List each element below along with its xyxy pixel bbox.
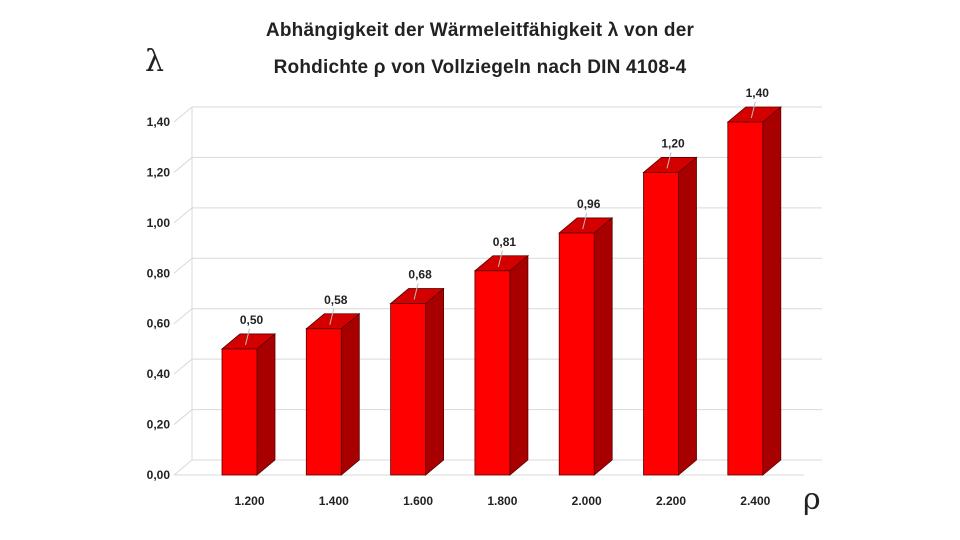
bar — [643, 172, 679, 476]
gridline-depth — [173, 257, 193, 274]
gridline-depth — [173, 207, 193, 224]
data-label: 0,81 — [493, 235, 517, 249]
y-tick-label: 0,40 — [147, 367, 171, 381]
gridline-depth — [173, 106, 193, 123]
bar-side — [509, 254, 529, 476]
bar — [558, 232, 595, 476]
data-label-leader — [666, 152, 672, 169]
bar — [221, 348, 258, 476]
data-label: 0,68 — [408, 268, 432, 282]
data-label-leader — [329, 308, 335, 325]
bar-side — [340, 312, 360, 476]
gridline-depth — [173, 409, 193, 425]
gridline-depth — [173, 157, 193, 173]
data-label: 0,96 — [577, 197, 601, 211]
x-tick-label: 1.600 — [403, 494, 433, 508]
x-axis-label: ρ — [803, 482, 821, 517]
y-tick-label: 0,80 — [147, 266, 171, 280]
bar-side — [678, 156, 697, 476]
data-label: 1,20 — [661, 136, 685, 150]
data-label-leader — [750, 101, 756, 119]
bar-side — [256, 333, 276, 476]
x-tick-label: 1.800 — [487, 494, 517, 508]
data-label: 0,58 — [324, 293, 348, 307]
y-tick-label: 1,20 — [147, 165, 171, 179]
gridline-depth — [173, 308, 193, 325]
chart-title-line-2: Rohdichte ρ von Vollziegeln nach DIN 410… — [273, 57, 687, 78]
data-label: 0,50 — [240, 313, 264, 327]
chart-title-line-1: Abhängigkeit der Wärmeleitfähigkeit λ vo… — [265, 20, 695, 41]
bar — [390, 303, 427, 476]
bar — [727, 121, 764, 476]
bar — [305, 328, 342, 476]
x-tick-label: 1.400 — [319, 494, 349, 508]
x-tick-label: 2.400 — [740, 494, 770, 508]
y-tick-label: 0,00 — [147, 468, 171, 482]
x-tick-label: 2.200 — [656, 494, 686, 508]
data-label-leader — [245, 328, 250, 346]
bar-side — [593, 217, 613, 476]
data-label-leader — [582, 212, 588, 230]
gridline-depth — [173, 358, 193, 375]
data-label: 1,40 — [746, 86, 770, 100]
y-tick-label: 1,00 — [147, 216, 171, 230]
gridline-depth — [173, 459, 193, 476]
bar-side — [762, 106, 782, 476]
bar-side — [425, 287, 445, 476]
data-label-leader — [497, 250, 503, 267]
x-tick-label: 2.000 — [572, 494, 602, 508]
y-tick-label: 0,60 — [147, 317, 171, 331]
bar — [474, 270, 511, 476]
y-axis-label: λ — [145, 44, 165, 79]
data-label-leader — [413, 283, 419, 300]
y-tick-label: 0,20 — [147, 418, 171, 432]
y-tick-label: 1,40 — [147, 115, 171, 129]
x-tick-label: 1.200 — [234, 494, 264, 508]
